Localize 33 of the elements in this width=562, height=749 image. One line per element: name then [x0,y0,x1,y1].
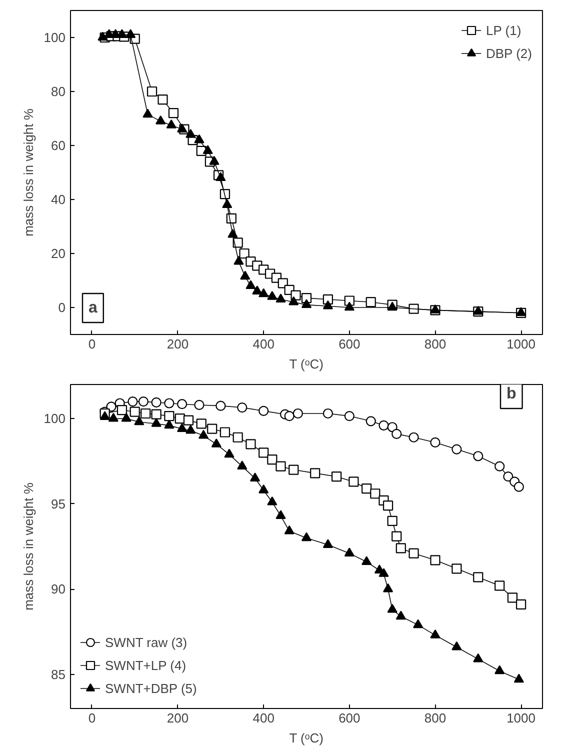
legend-label: SWNT+DBP (5) [105,680,197,696]
y-tick-label: 100 [44,411,66,426]
y-tick-label: 80 [51,84,66,99]
x-tick-label: 200 [166,336,189,352]
x-tick-label: 800 [424,336,446,352]
legend-label: SWNT raw (3) [105,634,188,650]
y-axis-title: mass loss in weight % [20,482,36,610]
x-tick-label: 0 [88,336,96,352]
x-tick-label: 1000 [506,710,536,726]
x-tick-label: 0 [88,710,96,726]
legend-label: SWNT+LP (4) [105,658,186,672]
y-tick-label: 85 [51,666,66,682]
y-tick-label: 0 [58,300,66,315]
y-axis-title: mass loss in weight % [20,108,36,236]
annotation: a [88,300,98,316]
y-tick-label: 20 [51,246,66,261]
x-tick-label: 200 [166,710,189,726]
x-axis-title: T (ᵒC) [289,356,324,372]
x-tick-label: 400 [252,710,274,726]
x-tick-label: 800 [424,710,446,726]
x-tick-label: 1000 [506,336,536,352]
x-tick-label: 600 [338,336,360,352]
y-tick-label: 60 [51,138,66,153]
legend-label: LP (1) [486,22,522,38]
x-tick-label: 600 [338,710,360,726]
y-tick-label: 100 [44,30,66,45]
y-tick-label: 40 [51,192,66,207]
x-axis-title: T (ᵒC) [289,730,324,746]
y-tick-label: 95 [51,496,66,512]
x-tick-label: 400 [252,336,274,352]
y-tick-label: 90 [51,582,66,597]
annotation: b [506,386,516,402]
legend-label: DBP (2) [486,46,532,60]
